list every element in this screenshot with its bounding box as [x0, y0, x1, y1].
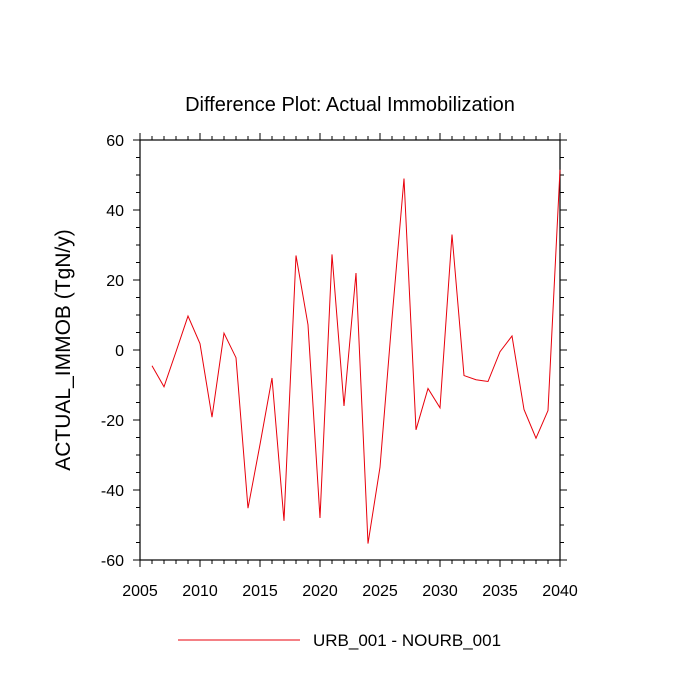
y-axis-label: ACTUAL_IMMOB (TgN/y): [52, 229, 75, 471]
y-tick-label: -40: [101, 483, 124, 500]
y-tick-label: 20: [106, 273, 124, 290]
y-tick-label: 0: [115, 343, 124, 360]
plot-frame: [139, 139, 561, 561]
y-tick-label: 60: [106, 133, 124, 150]
x-tick-label: 2025: [362, 583, 398, 600]
x-tick-label: 2020: [302, 583, 338, 600]
x-tick-label: 2010: [182, 583, 218, 600]
chart-title: Difference Plot: Actual Immobilization: [185, 94, 515, 116]
x-tick-label: 2035: [482, 583, 518, 600]
y-axis-ticks: -60 -40 -20 0 20 40 60: [101, 133, 567, 570]
x-axis-ticks: 2005 2010 2015 2020 2025 2030 2035 2040: [122, 133, 578, 600]
series-layer: [151, 169, 561, 544]
x-tick-label: 2030: [422, 583, 458, 600]
legend: URB_001 - NOURB_001: [178, 631, 501, 650]
y-tick-label: 40: [106, 203, 124, 220]
x-tick-label: 2040: [542, 583, 578, 600]
y-tick-label: -60: [101, 553, 124, 570]
x-tick-label: 2015: [242, 583, 278, 600]
legend-label: URB_001 - NOURB_001: [313, 631, 501, 650]
x-tick-label: 2005: [122, 583, 158, 600]
series-line: [151, 169, 561, 544]
y-tick-label: -20: [101, 413, 124, 430]
